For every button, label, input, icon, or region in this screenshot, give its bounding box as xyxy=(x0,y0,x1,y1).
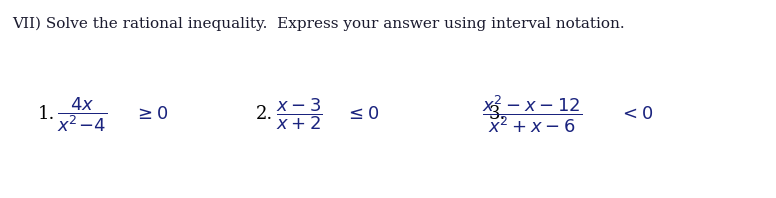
Text: $\leq 0$: $\leq 0$ xyxy=(345,105,379,123)
Text: $\dfrac{x^2-x-12}{x^2+x-6}$: $\dfrac{x^2-x-12}{x^2+x-6}$ xyxy=(483,93,583,135)
Text: 1.: 1. xyxy=(38,105,55,123)
Text: VII) Solve the rational inequality.  Express your answer using interval notation: VII) Solve the rational inequality. Expr… xyxy=(12,16,625,31)
Text: 3.: 3. xyxy=(489,105,506,123)
Text: $\geq 0$: $\geq 0$ xyxy=(134,105,168,123)
Text: $\dfrac{4x}{x^2\!-\!4}$: $\dfrac{4x}{x^2\!-\!4}$ xyxy=(57,95,107,134)
Text: $<0$: $<0$ xyxy=(619,105,653,123)
Text: 2.: 2. xyxy=(256,105,273,123)
Text: $\dfrac{x-3}{x+2}$: $\dfrac{x-3}{x+2}$ xyxy=(276,97,323,132)
